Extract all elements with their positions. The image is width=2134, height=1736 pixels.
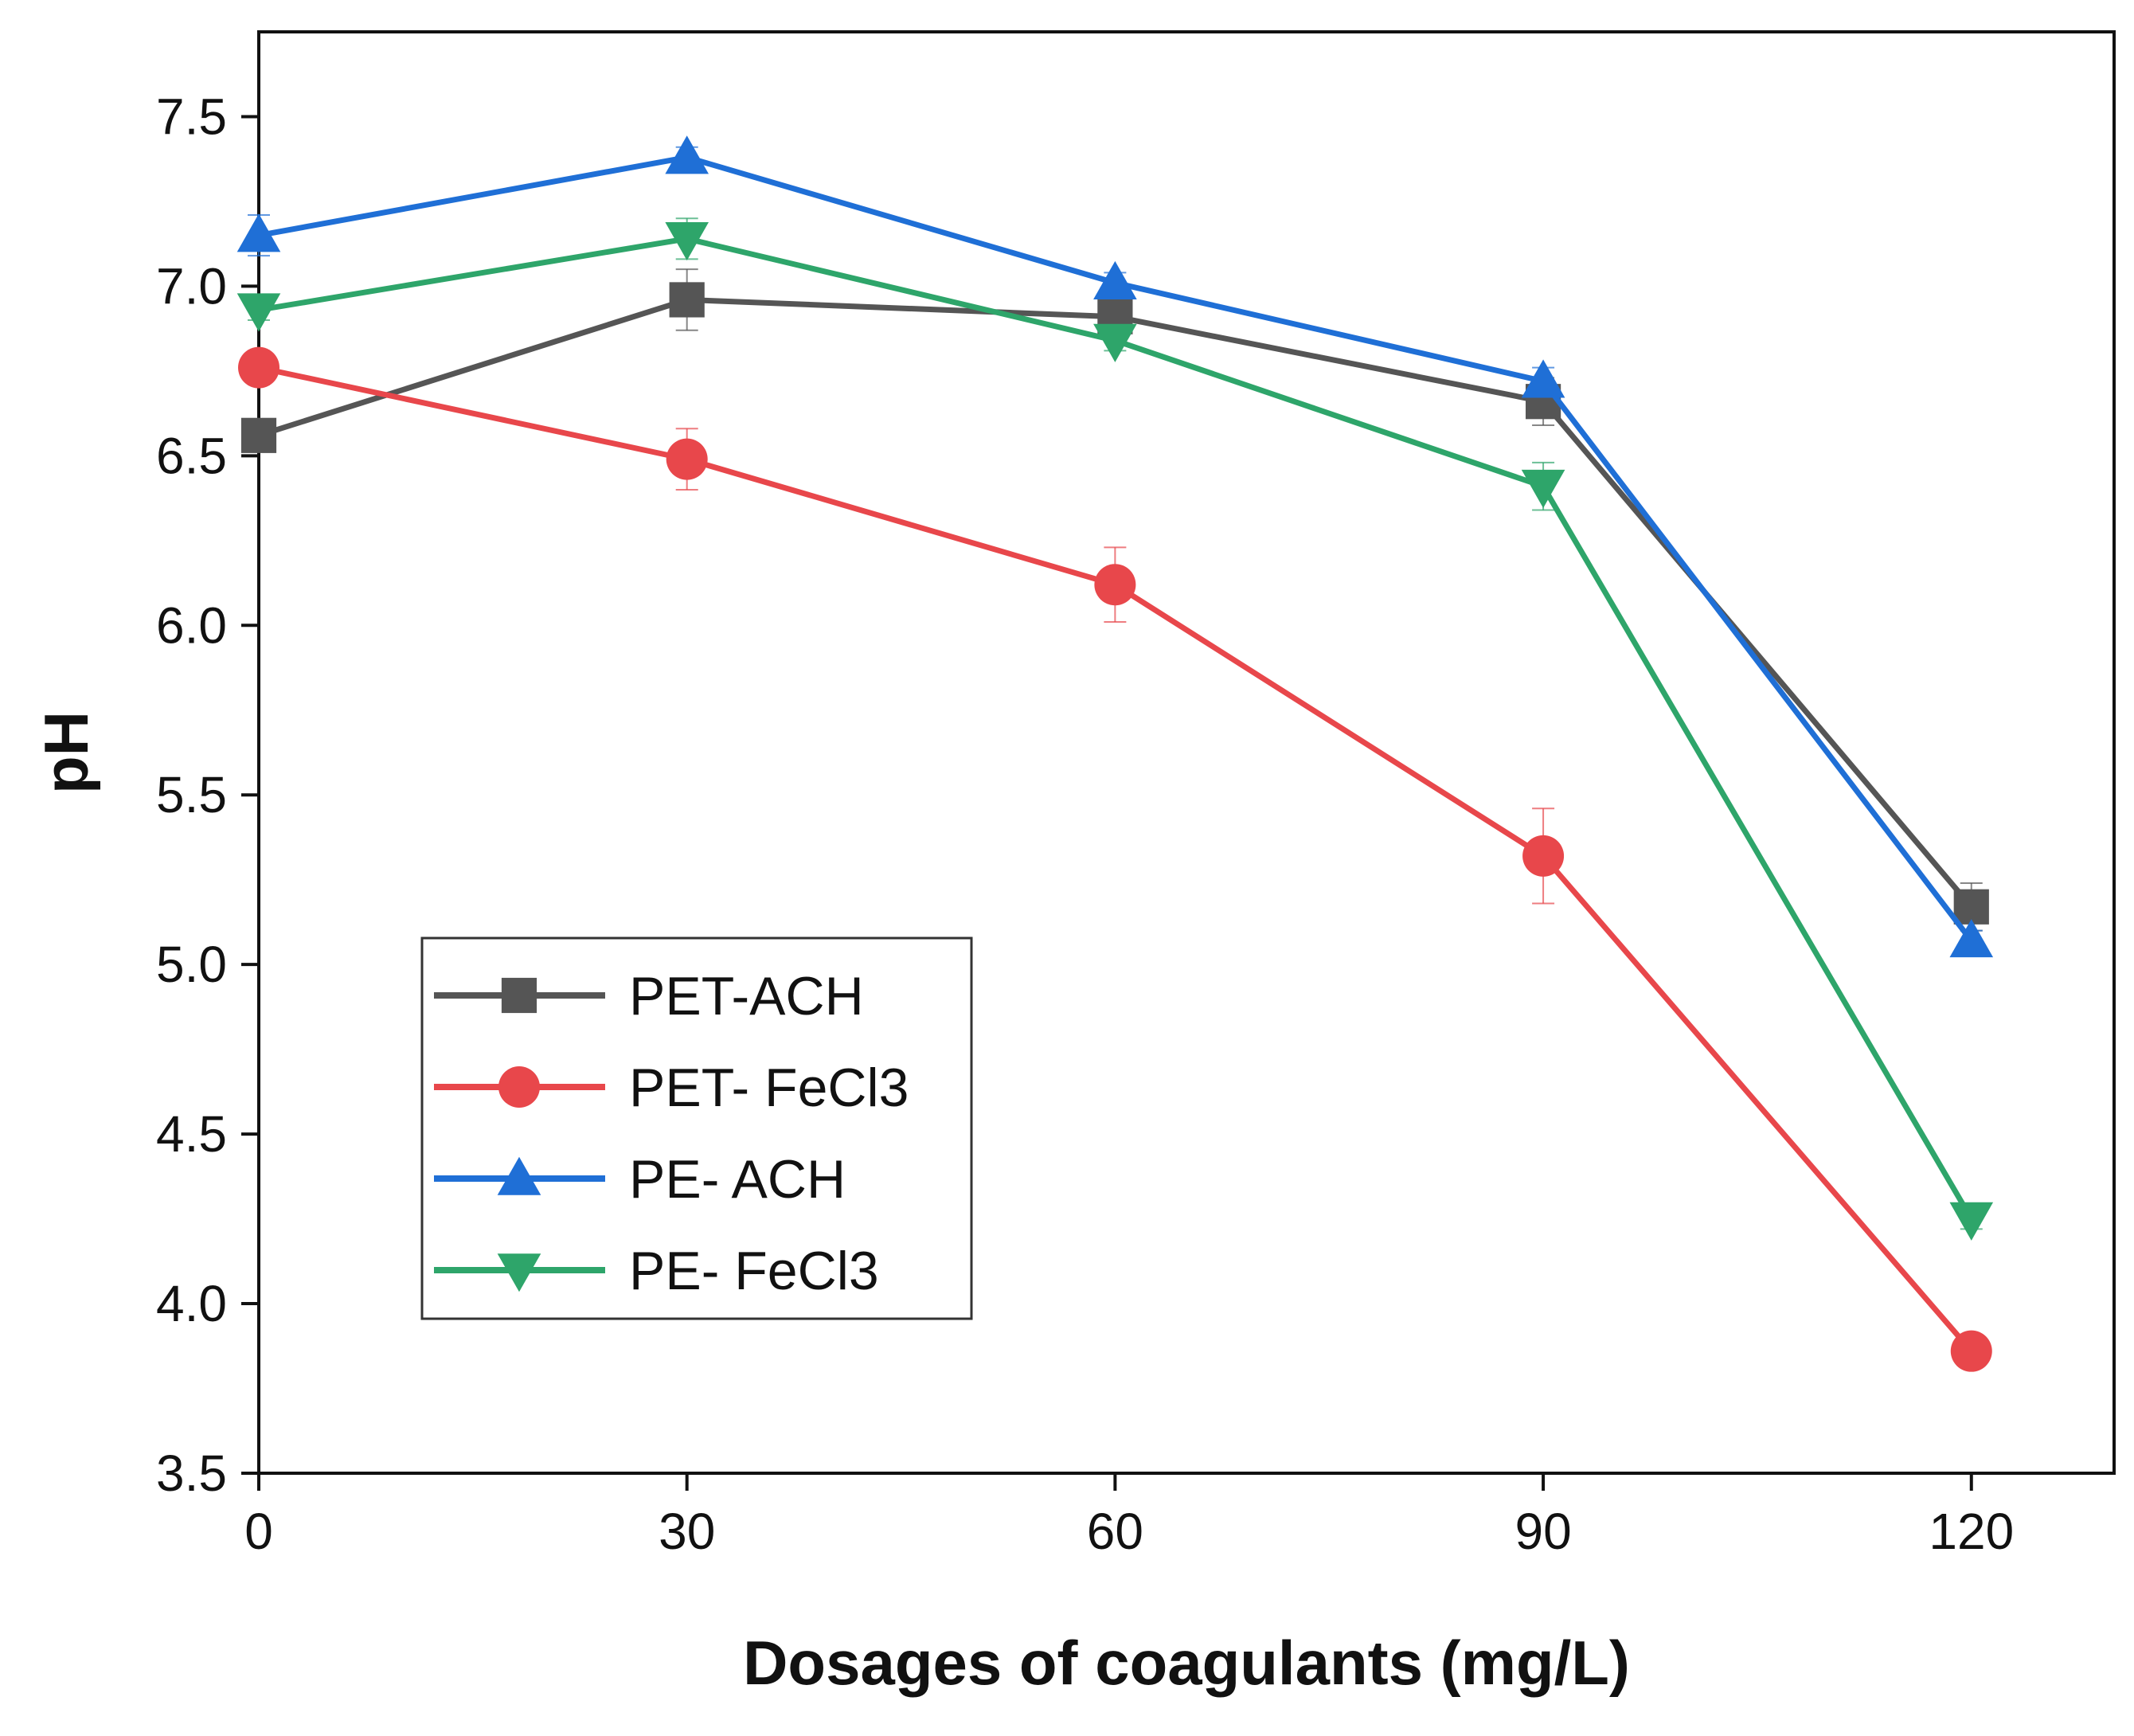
series-pe-ach <box>236 135 1994 958</box>
data-point <box>1950 1330 1992 1372</box>
x-tick-label: 90 <box>1515 1503 1571 1560</box>
y-tick-label: 5.5 <box>156 766 227 823</box>
series-layer <box>236 135 1994 1372</box>
legend-label: PET- FeCl3 <box>629 1058 909 1118</box>
x-axis: 0 30 60 90 120 <box>244 1473 2014 1560</box>
legend: PET-ACH PET- FeCl3 PE- ACH PE- FeCl3 <box>420 936 973 1320</box>
legend-item: PET-ACH <box>434 966 864 1026</box>
data-point <box>1953 889 1989 925</box>
y-axis: 3.5 4.0 4.5 5.0 5.5 6.0 6.5 7.0 7.5 <box>156 88 259 1502</box>
data-point <box>236 293 281 332</box>
x-tick-label: 30 <box>659 1503 715 1560</box>
y-tick-label: 4.5 <box>156 1105 227 1163</box>
data-point <box>665 221 709 261</box>
data-point <box>1521 359 1565 398</box>
y-tick-label: 4.0 <box>156 1275 227 1332</box>
legend-marker <box>501 977 537 1014</box>
y-tick-label: 3.5 <box>156 1445 227 1502</box>
legend-marker <box>497 1156 541 1195</box>
data-point <box>1522 835 1565 877</box>
legend-marker <box>497 1253 541 1292</box>
data-point <box>1093 323 1137 362</box>
y-tick-label: 5.0 <box>156 936 227 993</box>
y-tick-label: 6.0 <box>156 596 227 654</box>
legend-label: PET-ACH <box>629 966 864 1026</box>
data-point <box>666 438 708 480</box>
legend-marker <box>498 1066 540 1108</box>
x-tick-label: 120 <box>1929 1503 2014 1560</box>
data-point <box>1949 919 1994 958</box>
x-tick-label: 60 <box>1087 1503 1143 1560</box>
y-tick-label: 7.5 <box>156 88 227 145</box>
plot-frame <box>257 30 2116 1475</box>
legend-label: PE- FeCl3 <box>629 1241 879 1301</box>
data-point <box>1094 564 1136 606</box>
legend-label: PE- ACH <box>629 1149 846 1210</box>
x-axis-title: Dosages of coagulants (mg/L) <box>743 1628 1630 1698</box>
legend-item: PE- ACH <box>434 1149 846 1210</box>
data-point <box>1521 469 1565 508</box>
y-tick-label: 7.0 <box>156 257 227 315</box>
y-tick-label: 6.5 <box>156 427 227 484</box>
data-point <box>240 417 277 453</box>
x-tick-label: 0 <box>244 1503 273 1560</box>
data-point <box>665 135 709 174</box>
series-pe-fecl3 <box>236 217 1994 1241</box>
data-point <box>236 213 281 252</box>
data-point <box>1093 260 1137 299</box>
legend-item: PE- FeCl3 <box>434 1241 879 1301</box>
data-point <box>238 346 279 389</box>
y-axis-title: pH <box>31 711 101 794</box>
legend-item: PET- FeCl3 <box>434 1058 909 1118</box>
series-pet-fecl3 <box>238 346 1992 1372</box>
data-point <box>1949 1202 1994 1241</box>
data-point <box>669 282 705 318</box>
